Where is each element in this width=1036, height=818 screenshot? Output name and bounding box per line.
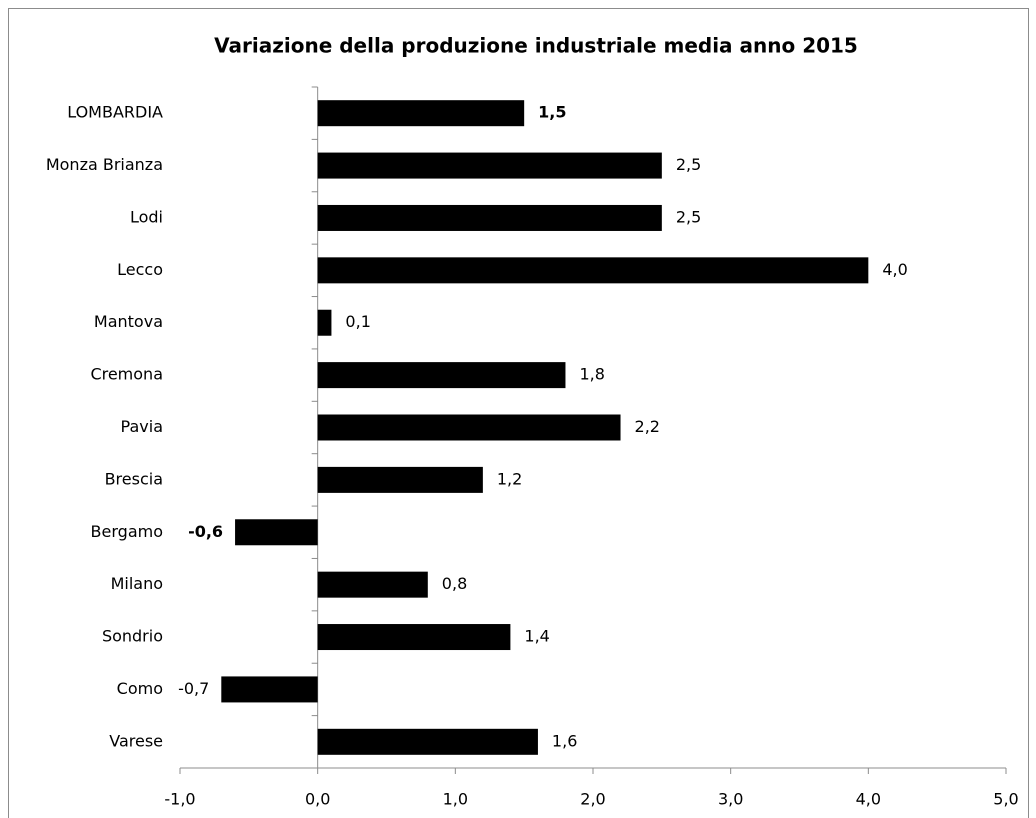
y-tick-label: Lecco (117, 260, 163, 279)
value-label: 2,5 (676, 155, 701, 174)
y-tick-label: Cremona (90, 365, 163, 384)
y-tick-label: Bergamo (91, 522, 163, 541)
x-tick-label: 4,0 (856, 790, 881, 809)
y-tick-label: Milano (111, 574, 163, 593)
y-tick-label: Mantova (94, 312, 163, 331)
value-label: 1,8 (579, 365, 604, 384)
bar (317, 204, 662, 231)
bar (317, 257, 869, 284)
y-tick-label: Lodi (130, 207, 163, 226)
bar (317, 309, 332, 336)
bar (317, 362, 566, 389)
bar (317, 571, 428, 598)
value-label: 1,5 (538, 103, 566, 122)
x-tick-label: 2,0 (580, 790, 605, 809)
bar (221, 676, 318, 703)
y-tick-label: Como (117, 679, 163, 698)
y-tick-label: Varese (109, 731, 163, 750)
bar (317, 466, 483, 493)
y-tick-label: Monza Brianza (46, 155, 163, 174)
value-label: 1,4 (524, 627, 549, 646)
value-label: 0,1 (345, 312, 370, 331)
chart-title: Variazione della produzione industriale … (214, 34, 858, 58)
value-label: 1,2 (497, 469, 522, 488)
bar (317, 100, 525, 127)
bar (317, 728, 538, 755)
y-tick-label: Pavia (121, 417, 163, 436)
value-label: 0,8 (442, 574, 467, 593)
value-label: -0,7 (178, 679, 209, 698)
bar (235, 519, 318, 546)
chart-frame (8, 8, 1029, 818)
value-label: 4,0 (882, 260, 907, 279)
x-tick-label: 0,0 (305, 790, 330, 809)
y-tick-label: Brescia (105, 469, 163, 488)
bar (317, 624, 511, 651)
y-tick-label: LOMBARDIA (67, 103, 163, 122)
bar (317, 414, 621, 441)
bar (317, 152, 662, 179)
x-tick-label: 5,0 (993, 790, 1018, 809)
value-label: -0,6 (188, 522, 223, 541)
y-tick-label: Sondrio (102, 627, 163, 646)
value-label: 2,5 (676, 207, 701, 226)
x-tick-label: -1,0 (164, 790, 195, 809)
value-label: 1,6 (552, 731, 577, 750)
x-tick-label: 3,0 (718, 790, 743, 809)
value-label: 2,2 (635, 417, 660, 436)
x-tick-label: 1,0 (443, 790, 468, 809)
